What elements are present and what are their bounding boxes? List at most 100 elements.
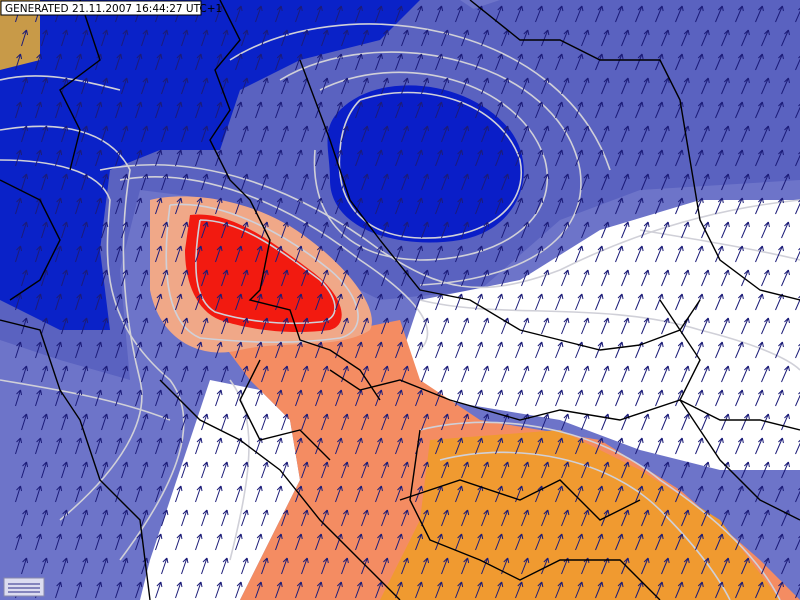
- wind-arrow: [361, 317, 369, 335]
- wind-arrow: [275, 437, 283, 455]
- wind-arrow: [55, 341, 63, 359]
- wind-arrow: [635, 533, 644, 551]
- wind-arrow: [101, 77, 109, 95]
- wind-arrow: [221, 413, 229, 431]
- wind-arrow: [195, 245, 203, 263]
- wind-arrow: [375, 341, 383, 359]
- wind-arrow: [481, 29, 490, 47]
- wind-arrow: [521, 77, 530, 95]
- wind-arrow: [661, 461, 670, 479]
- wind-arrow: [501, 365, 510, 383]
- wind-arrow: [455, 341, 464, 359]
- wind-arrow: [135, 389, 143, 407]
- timestamp: GENERATED 21.11.2007 16:44:27 UTC+1: [5, 3, 222, 15]
- wind-arrow: [781, 221, 790, 239]
- wind-arrow: [341, 509, 349, 527]
- wind-arrow: [321, 29, 329, 47]
- wind-arrow: [255, 389, 263, 407]
- wind-arrow: [441, 413, 450, 431]
- wind-arrow: [215, 5, 223, 23]
- wind-arrow: [575, 485, 584, 503]
- wind-arrow: [275, 149, 283, 167]
- wind-arrow: [621, 509, 630, 527]
- wind-arrow: [301, 221, 309, 239]
- wind-arrow: [261, 173, 269, 191]
- wind-arrow: [561, 317, 570, 335]
- wind-arrow: [335, 581, 343, 599]
- wind-arrows: [15, 5, 800, 599]
- wind-arrow: [735, 437, 744, 455]
- wind-arrow: [421, 509, 430, 527]
- wind-arrow: [635, 5, 644, 23]
- wind-arrow: [421, 413, 430, 431]
- wind-arrow: [475, 389, 484, 407]
- wind-arrow: [661, 365, 670, 383]
- wind-arrow: [621, 221, 630, 239]
- wind-arrow: [275, 53, 283, 71]
- wind-arrow: [781, 29, 790, 47]
- wind-arrow: [655, 485, 664, 503]
- wind-arrow: [575, 245, 584, 263]
- wind-arrow: [581, 125, 590, 143]
- wind-arrow: [595, 437, 604, 455]
- wind-arrow: [755, 389, 764, 407]
- wind-arrow: [415, 149, 424, 167]
- wind-arrow: [561, 509, 570, 527]
- wind-arrow: [361, 269, 369, 287]
- wind-arrow: [41, 413, 49, 431]
- wind-arrow: [81, 269, 89, 287]
- wind-arrow: [355, 389, 363, 407]
- wind-arrow: [415, 53, 424, 71]
- wind-arrow: [455, 389, 464, 407]
- wind-arrow: [495, 485, 504, 503]
- wind-arrow: [61, 173, 69, 191]
- wind-arrow: [375, 533, 383, 551]
- wind-arrow: [661, 269, 670, 287]
- wind-arrow: [281, 125, 289, 143]
- wind-arrow: [215, 197, 223, 215]
- wind-arrow: [295, 101, 303, 119]
- border: [209, 0, 381, 401]
- wind-arrow: [281, 221, 289, 239]
- wind-arrow: [735, 293, 744, 311]
- wind-arrow: [101, 317, 109, 335]
- wind-arrow: [501, 77, 510, 95]
- wind-arrow: [635, 389, 644, 407]
- wind-arrow: [241, 461, 249, 479]
- wind-arrow: [175, 485, 183, 503]
- wind-arrow: [421, 77, 430, 95]
- wind-arrow: [15, 197, 23, 215]
- wind-arrow: [395, 101, 403, 119]
- wind-arrow: [55, 53, 63, 71]
- wind-arrow: [655, 53, 664, 71]
- wind-arrow: [295, 53, 303, 71]
- wind-arrow: [155, 533, 163, 551]
- wind-arrow: [55, 149, 63, 167]
- wind-arrow: [775, 245, 784, 263]
- wind-arrow: [541, 173, 550, 191]
- wind-arrow: [455, 101, 464, 119]
- wind-arrow: [701, 269, 710, 287]
- wind-arrow: [635, 245, 644, 263]
- wind-arrow: [261, 317, 269, 335]
- border: [0, 319, 151, 600]
- wind-arrow: [661, 413, 670, 431]
- wind-arrow: [181, 29, 189, 47]
- orange-field: [380, 430, 780, 600]
- wind-arrow: [575, 389, 584, 407]
- wind-arrow: [275, 5, 283, 23]
- wind-arrow: [195, 53, 203, 71]
- wind-arrow: [675, 437, 684, 455]
- wind-arrow: [255, 485, 263, 503]
- wind-arrow: [35, 53, 43, 71]
- wind-arrow: [161, 221, 169, 239]
- wind-arrow: [375, 5, 383, 23]
- wind-arrow: [155, 389, 163, 407]
- wind-arrow: [95, 581, 103, 599]
- wind-arrow: [55, 197, 63, 215]
- wind-arrow: [15, 389, 23, 407]
- wind-arrow: [315, 437, 323, 455]
- wind-arrow: [775, 389, 784, 407]
- wind-arrow: [475, 197, 484, 215]
- wind-arrow: [795, 583, 800, 599]
